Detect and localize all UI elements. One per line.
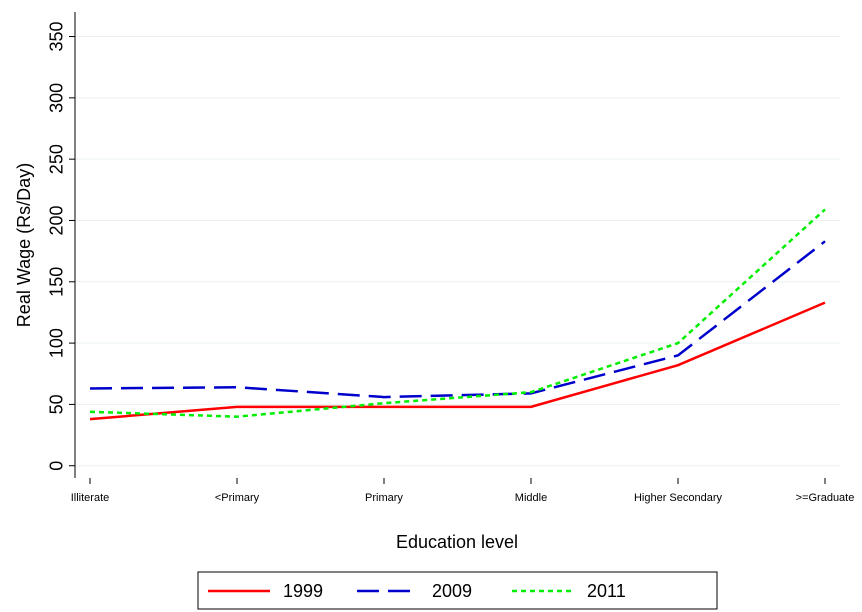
y-tick-label: 200: [47, 205, 67, 235]
x-tick-label: Illiterate: [71, 492, 110, 504]
y-tick-label: 150: [47, 267, 67, 297]
y-tick-label: 350: [47, 22, 67, 52]
x-tick-label: Primary: [365, 492, 403, 504]
legend-label: 2009: [432, 581, 472, 601]
legend-label: 1999: [283, 581, 323, 601]
legend-box: [197, 571, 718, 610]
series-line: [89, 301, 826, 421]
series-line: [89, 208, 826, 418]
y-tick-label: 250: [47, 144, 67, 174]
x-axis-label: Education level: [396, 532, 518, 552]
x-tick-label: <Primary: [215, 492, 260, 504]
y-tick-label: 300: [47, 83, 67, 113]
y-axis-label: Real Wage (Rs/Day): [14, 163, 34, 327]
y-tick-label: 50: [47, 394, 67, 414]
legend-label: 2011: [587, 581, 626, 601]
series-line: [89, 240, 826, 399]
x-tick-label: >=Graduate: [796, 492, 855, 504]
y-tick-label: 0: [47, 461, 67, 471]
y-tick-label: 100: [47, 328, 67, 358]
x-tick-label: Middle: [515, 492, 547, 504]
x-tick-label: Higher Secondary: [634, 492, 723, 504]
